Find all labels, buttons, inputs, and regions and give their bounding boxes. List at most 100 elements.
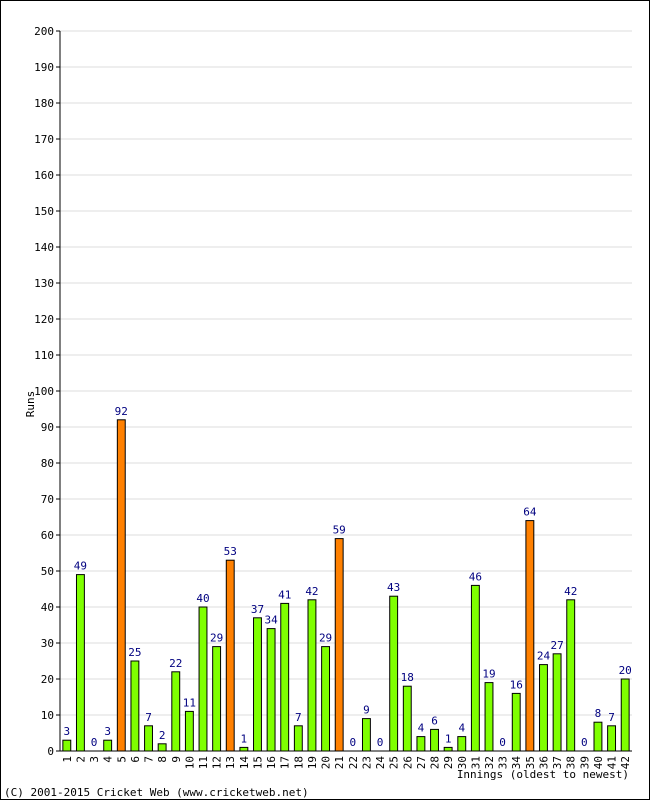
copyright-footer: (C) 2001-2015 Cricket Web (www.cricketwe… — [4, 786, 309, 799]
bar — [552, 653, 562, 752]
x-tick-label: 2 — [74, 756, 87, 763]
bar — [484, 682, 494, 752]
y-tick-label: 0 — [47, 745, 54, 758]
grid-lines — [60, 30, 632, 752]
bar-value-label: 24 — [537, 650, 551, 663]
bar — [470, 584, 480, 752]
bar — [198, 606, 208, 752]
bar — [430, 728, 439, 752]
bar — [293, 725, 303, 752]
bar — [457, 736, 467, 752]
bar-value-label: 34 — [264, 614, 278, 627]
bar — [103, 739, 113, 752]
bar-value-label: 0 — [499, 736, 506, 749]
x-tick-label: 21 — [333, 756, 346, 769]
value-labels: 3490392257222114029531373441742295909043… — [63, 405, 631, 749]
bar — [130, 660, 140, 752]
bar-value-label: 11 — [183, 696, 196, 709]
x-tick-label: 4 — [102, 756, 115, 763]
bar — [212, 646, 222, 752]
bar-value-label: 37 — [251, 603, 264, 616]
bar — [184, 710, 194, 752]
bar-value-label: 4 — [458, 722, 465, 735]
y-tick-label: 70 — [41, 493, 54, 506]
bar — [511, 692, 521, 752]
x-tick-label: 17 — [279, 756, 292, 769]
x-tick-label: 29 — [442, 756, 455, 769]
bar-value-label: 40 — [196, 592, 209, 605]
y-tick-label: 120 — [34, 313, 54, 326]
bar-value-label: 0 — [349, 736, 356, 749]
x-tick-label: 8 — [156, 756, 169, 763]
bar — [402, 685, 412, 752]
y-tick-label: 10 — [41, 709, 54, 722]
y-tick-label: 80 — [41, 457, 54, 470]
bar — [607, 725, 617, 752]
y-tick-label: 110 — [34, 349, 54, 362]
bars — [62, 419, 630, 752]
bar-value-label: 8 — [595, 707, 602, 720]
bar-value-label: 43 — [387, 581, 400, 594]
x-tick-label: 3 — [88, 756, 101, 763]
bar-value-label: 22 — [169, 657, 182, 670]
y-tick-label: 160 — [34, 169, 54, 182]
y-tick-label: 200 — [34, 25, 54, 38]
x-tick-label: 9 — [170, 756, 183, 763]
bar-value-label: 1 — [445, 732, 452, 745]
x-tick-label: 14 — [238, 756, 251, 770]
x-tick-label: 7 — [143, 756, 156, 763]
bar-value-label: 7 — [608, 711, 615, 724]
x-tick-label: 11 — [197, 756, 210, 769]
bar — [62, 739, 72, 752]
bar — [389, 595, 399, 752]
x-tick-label: 42 — [619, 756, 632, 769]
x-tick-label: 18 — [292, 756, 305, 769]
x-tick-label: 5 — [115, 756, 128, 763]
bar — [443, 746, 453, 752]
x-tick-label: 35 — [524, 756, 537, 769]
bar — [280, 602, 290, 752]
x-tick-label: 30 — [456, 756, 469, 769]
bar — [144, 725, 153, 752]
x-tick-label: 13 — [224, 756, 237, 769]
bar — [116, 419, 126, 752]
bar-value-label: 0 — [91, 736, 98, 749]
bar-value-label: 3 — [104, 725, 111, 738]
bar — [266, 628, 276, 752]
bar — [539, 664, 548, 752]
x-tick-label: 26 — [401, 756, 414, 769]
x-tick-label: 34 — [510, 756, 523, 770]
y-tick-label: 40 — [41, 601, 54, 614]
bar-value-label: 3 — [63, 725, 70, 738]
y-tick-label: 20 — [41, 673, 54, 686]
x-tick-label: 12 — [211, 756, 224, 769]
y-tick-label: 170 — [34, 133, 54, 146]
x-tick-label: 31 — [469, 756, 482, 769]
bar — [157, 743, 167, 752]
y-tick-label: 180 — [34, 97, 54, 110]
bar — [307, 599, 317, 752]
x-tick-label: 36 — [537, 756, 550, 769]
bar — [171, 671, 181, 752]
bar — [75, 574, 85, 752]
bar-value-label: 7 — [295, 711, 302, 724]
bar-value-label: 16 — [510, 678, 523, 691]
bar-value-label: 7 — [145, 711, 152, 724]
x-axis-ticks: 1 2 3 4 5 6 7 8 9 10 11 12 13 14 15 16 17 18 19 20 21 22 23 24 2… — [61, 756, 632, 770]
y-tick-label: 140 — [34, 241, 54, 254]
x-tick-label: 37 — [551, 756, 564, 769]
x-tick-label: 10 — [183, 756, 196, 769]
bar-value-label: 1 — [241, 732, 248, 745]
bar — [361, 718, 371, 752]
bar — [239, 746, 249, 752]
y-axis-ticks: 0 10 20 30 40 50 60 70 80 90 100 110 120 130 140 150 160… — [34, 25, 60, 758]
bar — [566, 599, 576, 752]
bar-value-label: 20 — [619, 664, 632, 677]
y-tick-label: 100 — [34, 385, 54, 398]
bar-value-label: 0 — [377, 736, 384, 749]
x-tick-label: 27 — [415, 756, 428, 769]
bar-value-label: 53 — [224, 545, 237, 558]
x-tick-label: 22 — [347, 756, 360, 769]
x-tick-label: 33 — [497, 756, 510, 769]
